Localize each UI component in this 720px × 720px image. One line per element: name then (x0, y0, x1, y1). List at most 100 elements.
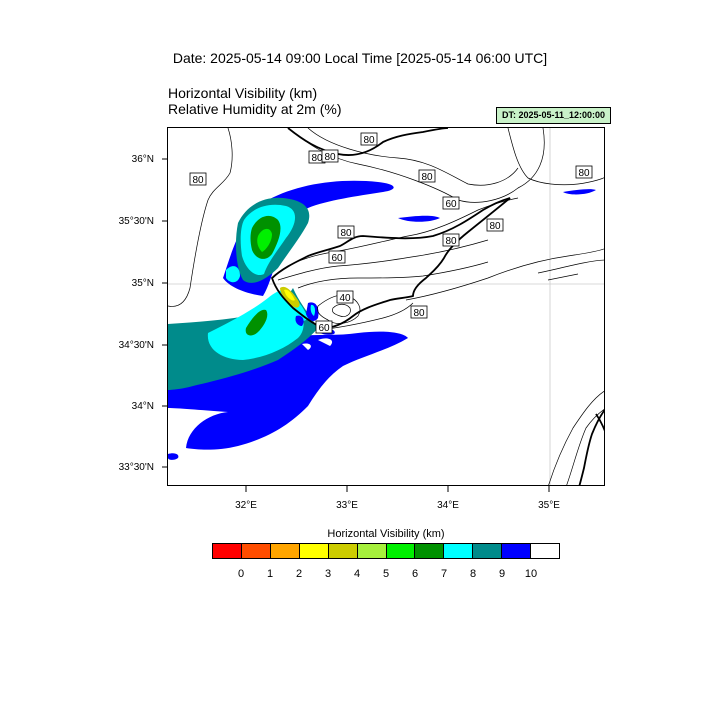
visibility-7-8-west (226, 266, 240, 283)
svg-text:60: 60 (445, 199, 457, 210)
svg-text:80: 80 (489, 221, 501, 232)
visibility-shading (168, 180, 596, 460)
colorbar-label: 3 (324, 568, 332, 580)
x-tick-label: 32°E (235, 500, 257, 511)
variable-title-visibility: Horizontal Visibility (km) (168, 85, 318, 101)
svg-text:80: 80 (311, 153, 323, 164)
svg-text:80: 80 (578, 168, 590, 179)
contour-line-north-1 (168, 128, 233, 307)
contour-label: 40 (336, 290, 354, 304)
contour-label: 80 (486, 218, 504, 232)
coastline-syria (578, 409, 604, 485)
svg-text:80: 80 (363, 135, 375, 146)
svg-text:80: 80 (324, 152, 336, 163)
colorbar-label: 6 (411, 568, 419, 580)
contour-line-far-ne (507, 128, 604, 186)
y-tick-label: 33°30'N (118, 462, 154, 473)
colorbar-label: 10 (524, 568, 538, 580)
contour-label: 80 (337, 225, 355, 239)
date-title: Date: 2025-05-14 09:00 Local Time [2025-… (172, 50, 548, 66)
colorbar-cell (502, 544, 532, 558)
visibility-2-3 (284, 289, 295, 301)
contour-line-north-3 (307, 128, 519, 186)
y-tick-label: 34°N (131, 401, 154, 412)
coastline-syria-detail (595, 413, 604, 432)
visibility-6-7-south (245, 309, 268, 336)
y-tick-marks (162, 158, 168, 468)
y-tick-label: 35°N (131, 278, 154, 289)
svg-text:60: 60 (318, 323, 330, 334)
map-panel: 80 80 80 80 80 60 80 80 80 60 40 80 60 8… (167, 127, 605, 486)
svg-text:80: 80 (421, 172, 433, 183)
x-tick-label: 34°E (437, 500, 459, 511)
visibility-clear-fleck-a (318, 338, 333, 346)
x-tick-marks (245, 486, 550, 492)
colorbar-cell (357, 544, 387, 558)
contour-label: 80 (575, 165, 593, 179)
colorbar-label: 4 (353, 568, 361, 580)
visibility-9-10-streak-east (563, 189, 596, 195)
coastline (270, 128, 604, 485)
visibility-clear-fleck-b (302, 343, 311, 350)
colorbar-label: 5 (382, 568, 390, 580)
colorbar-cell (473, 544, 503, 558)
colorbar-cell (213, 544, 242, 558)
colorbar-label: 9 (498, 568, 506, 580)
colorbar-cell (415, 544, 445, 558)
svg-text:80: 80 (413, 308, 425, 319)
y-tick-label: 35°30'N (118, 216, 154, 227)
y-tick-label: 36°N (131, 154, 154, 165)
variable-title-humidity: Relative Humidity at 2m (%) (168, 101, 342, 117)
colorbar-label: 2 (295, 568, 303, 580)
contour-label: 60 (442, 196, 460, 210)
contour-line-east-2 (537, 259, 604, 274)
visibility-5-6 (257, 228, 272, 252)
x-tick-label: 35°E (538, 500, 560, 511)
y-tick-label: 34°30'N (118, 340, 154, 351)
contour-line-south-1 (317, 302, 414, 331)
contour-line-interior-2 (332, 303, 351, 317)
map-canvas: 80 80 80 80 80 60 80 80 80 60 40 80 60 8… (168, 128, 604, 485)
svg-text:80: 80 (192, 175, 204, 186)
svg-text:80: 80 (445, 236, 457, 247)
x-tick-label: 33°E (336, 500, 358, 511)
colorbar-cell (386, 544, 416, 558)
colorbar (212, 543, 560, 559)
colorbar-cell (241, 544, 271, 558)
svg-text:60: 60 (331, 253, 343, 264)
contour-label: 60 (328, 250, 346, 264)
contour-label: 80 (410, 305, 428, 319)
contour-line-southeast-1 (548, 390, 604, 485)
visibility-8-9-coast (310, 304, 315, 316)
colorbar-label: 0 (237, 568, 245, 580)
colorbar-cell (531, 544, 560, 558)
colorbar-cell (270, 544, 300, 558)
contour-label: 60 (315, 320, 333, 334)
visibility-9-10-patch-a (295, 315, 304, 326)
contour-label: 80 (418, 169, 436, 183)
svg-text:40: 40 (339, 293, 351, 304)
contour-label: 80 (308, 150, 326, 164)
colorbar-label: 8 (469, 568, 477, 580)
colorbar-cell (444, 544, 474, 558)
colorbar-cell (328, 544, 358, 558)
dt-badge: DT: 2025-05-11_12:00:00 (496, 107, 611, 124)
contour-line-east-3 (547, 273, 579, 281)
colorbar-label: 7 (440, 568, 448, 580)
contour-label: 80 (360, 132, 378, 146)
contour-label: 80 (321, 149, 339, 163)
contour-labels: 80 80 80 80 80 60 80 80 80 60 40 80 60 8… (189, 132, 593, 334)
contour-line-east-1 (405, 248, 604, 301)
contour-line-mainland-2 (277, 239, 489, 281)
colorbar-label: 1 (266, 568, 274, 580)
coastline-turkey (287, 128, 449, 156)
visibility-9-10-streak (398, 215, 440, 222)
svg-text:80: 80 (340, 228, 352, 239)
visibility-9-10-speck (168, 453, 179, 460)
colorbar-cell (299, 544, 329, 558)
contour-line-mainland-3 (297, 261, 489, 289)
contour-label: 80 (442, 233, 460, 247)
contour-label: 80 (189, 172, 207, 186)
contour-line-southeast-2 (566, 408, 604, 485)
colorbar-title: Horizontal Visibility (km) (327, 528, 445, 540)
